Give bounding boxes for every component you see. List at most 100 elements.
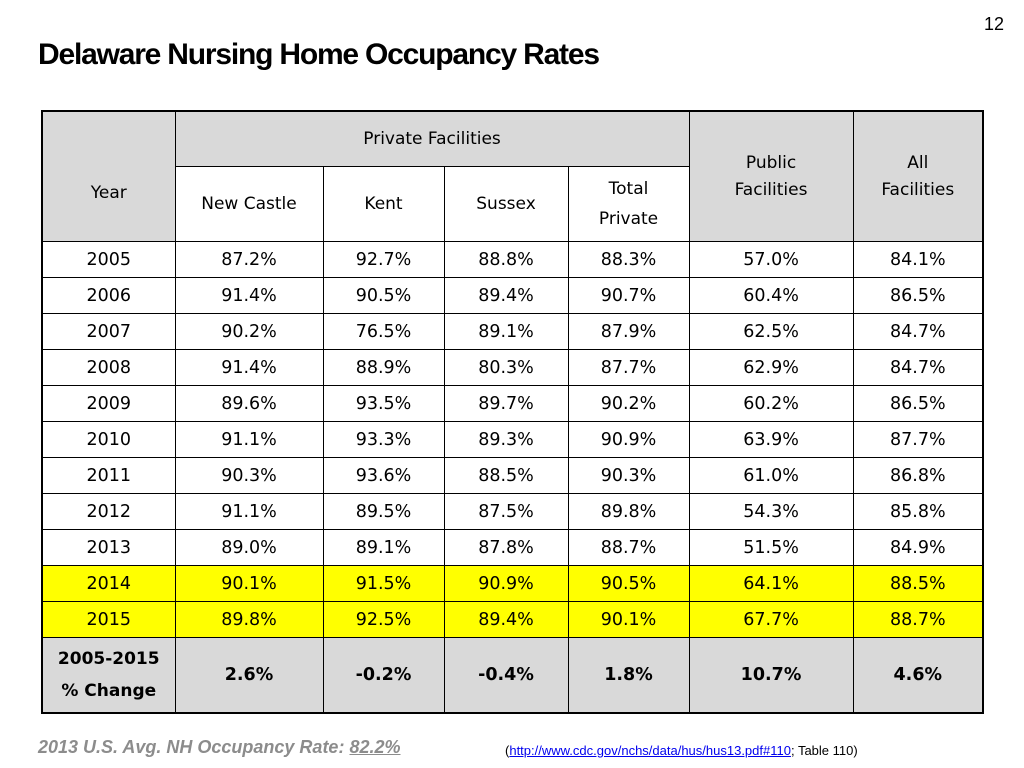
public-header-line2: Facilities [734, 179, 808, 200]
public-cell: 62.9% [688, 349, 854, 386]
all-header-line1: All [907, 152, 929, 173]
total-private-cell: 90.1% [567, 601, 690, 638]
all-cell: 84.1% [852, 241, 984, 278]
public-cell: 60.2% [688, 385, 854, 422]
year-cell: 2012 [41, 493, 176, 530]
total-private-line2: Private [598, 209, 659, 229]
public-cell: 57.0% [688, 241, 854, 278]
kent-cell: 88.9% [322, 349, 445, 386]
table-row: 2011 90.3% 93.6% 88.5% 90.3% 61.0% 86.8% [41, 457, 984, 494]
new-castle-header: New Castle [174, 166, 324, 242]
year-cell: 2008 [41, 349, 176, 386]
public-cell: 62.5% [688, 313, 854, 350]
all-cell: 87.7% [852, 421, 984, 458]
total-private-cell: 87.7% [567, 349, 690, 386]
total-private-cell: 87.9% [567, 313, 690, 350]
all-cell: 88.5% [852, 565, 984, 602]
table-row-highlighted: 2014 90.1% 91.5% 90.9% 90.5% 64.1% 88.5% [41, 565, 984, 602]
new-castle-cell: 91.1% [174, 421, 324, 458]
table-row: 2013 89.0% 89.1% 87.8% 88.7% 51.5% 84.9% [41, 529, 984, 566]
year-cell: 2005 [41, 241, 176, 278]
table-row: 2006 91.4% 90.5% 89.4% 90.7% 60.4% 86.5% [41, 277, 984, 314]
year-cell: 2009 [41, 385, 176, 422]
all-cell: 86.8% [852, 457, 984, 494]
change-label-cell: 2005-2015 % Change [41, 637, 176, 714]
kent-header: Kent [322, 166, 445, 242]
sussex-change-cell: -0.4% [443, 637, 569, 714]
sussex-cell: 90.9% [443, 565, 569, 602]
new-castle-cell: 90.3% [174, 457, 324, 494]
year-cell: 2014 [41, 565, 176, 602]
total-private-cell: 89.8% [567, 493, 690, 530]
kent-cell: 93.3% [322, 421, 445, 458]
public-change-cell: 10.7% [688, 637, 854, 714]
total-private-header: Total Private [567, 166, 690, 242]
page-number: 12 [983, 14, 1004, 34]
table-row: 2005 87.2% 92.7% 88.8% 88.3% 57.0% 84.1% [41, 241, 984, 278]
kent-cell: 89.1% [322, 529, 445, 566]
new-castle-cell: 91.4% [174, 349, 324, 386]
kent-cell: 92.5% [322, 601, 445, 638]
kent-change-cell: -0.2% [322, 637, 445, 714]
change-label-line1: 2005-2015 [57, 649, 160, 669]
sussex-header: Sussex [443, 166, 569, 242]
total-private-cell: 90.7% [567, 277, 690, 314]
kent-cell: 89.5% [322, 493, 445, 530]
new-castle-cell: 90.1% [174, 565, 324, 602]
table-row: 2010 91.1% 93.3% 89.3% 90.9% 63.9% 87.7% [41, 421, 984, 458]
table-row-highlighted: 2015 89.8% 92.5% 89.4% 90.1% 67.7% 88.7% [41, 601, 984, 638]
all-header-line2: Facilities [881, 179, 955, 200]
all-cell: 84.7% [852, 313, 984, 350]
new-castle-cell: 91.1% [174, 493, 324, 530]
new-castle-change-cell: 2.6% [174, 637, 324, 714]
all-cell: 84.7% [852, 349, 984, 386]
kent-cell: 93.5% [322, 385, 445, 422]
year-header-label: Year [90, 182, 127, 203]
table-row: 2008 91.4% 88.9% 80.3% 87.7% 62.9% 84.7% [41, 349, 984, 386]
kent-cell: 91.5% [322, 565, 445, 602]
all-cell: 86.5% [852, 385, 984, 422]
all-facilities-header: All Facilities [852, 110, 984, 242]
total-private-cell: 88.7% [567, 529, 690, 566]
new-castle-cell: 89.0% [174, 529, 324, 566]
new-castle-cell: 89.8% [174, 601, 324, 638]
total-private-line1: Total [608, 179, 649, 199]
public-cell: 67.7% [688, 601, 854, 638]
us-average-value: 82.2% [349, 737, 401, 757]
new-castle-cell: 89.6% [174, 385, 324, 422]
all-change-cell: 4.6% [852, 637, 984, 714]
sussex-cell: 88.8% [443, 241, 569, 278]
public-cell: 61.0% [688, 457, 854, 494]
year-cell: 2011 [41, 457, 176, 494]
total-private-cell: 90.9% [567, 421, 690, 458]
source-link[interactable]: http://www.cdc.gov/nchs/data/hus/hus13.p… [509, 743, 791, 758]
public-cell: 64.1% [688, 565, 854, 602]
us-average-note: 2013 U.S. Avg. NH Occupancy Rate: 82.2% [38, 737, 401, 758]
sussex-cell: 87.5% [443, 493, 569, 530]
table-row: 2007 90.2% 76.5% 89.1% 87.9% 62.5% 84.7% [41, 313, 984, 350]
new-castle-cell: 87.2% [174, 241, 324, 278]
percent-change-row: 2005-2015 % Change 2.6% -0.2% -0.4% 1.8%… [41, 637, 984, 714]
year-cell: 2013 [41, 529, 176, 566]
occupancy-table: Year Private Facilities Public Facilitie… [41, 110, 985, 714]
all-cell: 88.7% [852, 601, 984, 638]
total-private-cell: 90.3% [567, 457, 690, 494]
kent-cell: 90.5% [322, 277, 445, 314]
sussex-cell: 89.3% [443, 421, 569, 458]
public-cell: 51.5% [688, 529, 854, 566]
new-castle-cell: 91.4% [174, 277, 324, 314]
public-facilities-header: Public Facilities [688, 110, 854, 242]
year-cell: 2015 [41, 601, 176, 638]
kent-cell: 92.7% [322, 241, 445, 278]
sussex-cell: 89.1% [443, 313, 569, 350]
source-citation: (http://www.cdc.gov/nchs/data/hus/hus13.… [505, 743, 858, 758]
all-cell: 85.8% [852, 493, 984, 530]
public-header-line1: Public [745, 152, 797, 173]
public-cell: 60.4% [688, 277, 854, 314]
all-cell: 84.9% [852, 529, 984, 566]
private-facilities-header: Private Facilities [174, 110, 690, 167]
source-rest: ; Table 110) [790, 743, 858, 758]
sussex-cell: 89.4% [443, 601, 569, 638]
change-label-line2: % Change [61, 681, 157, 701]
sussex-cell: 89.4% [443, 277, 569, 314]
